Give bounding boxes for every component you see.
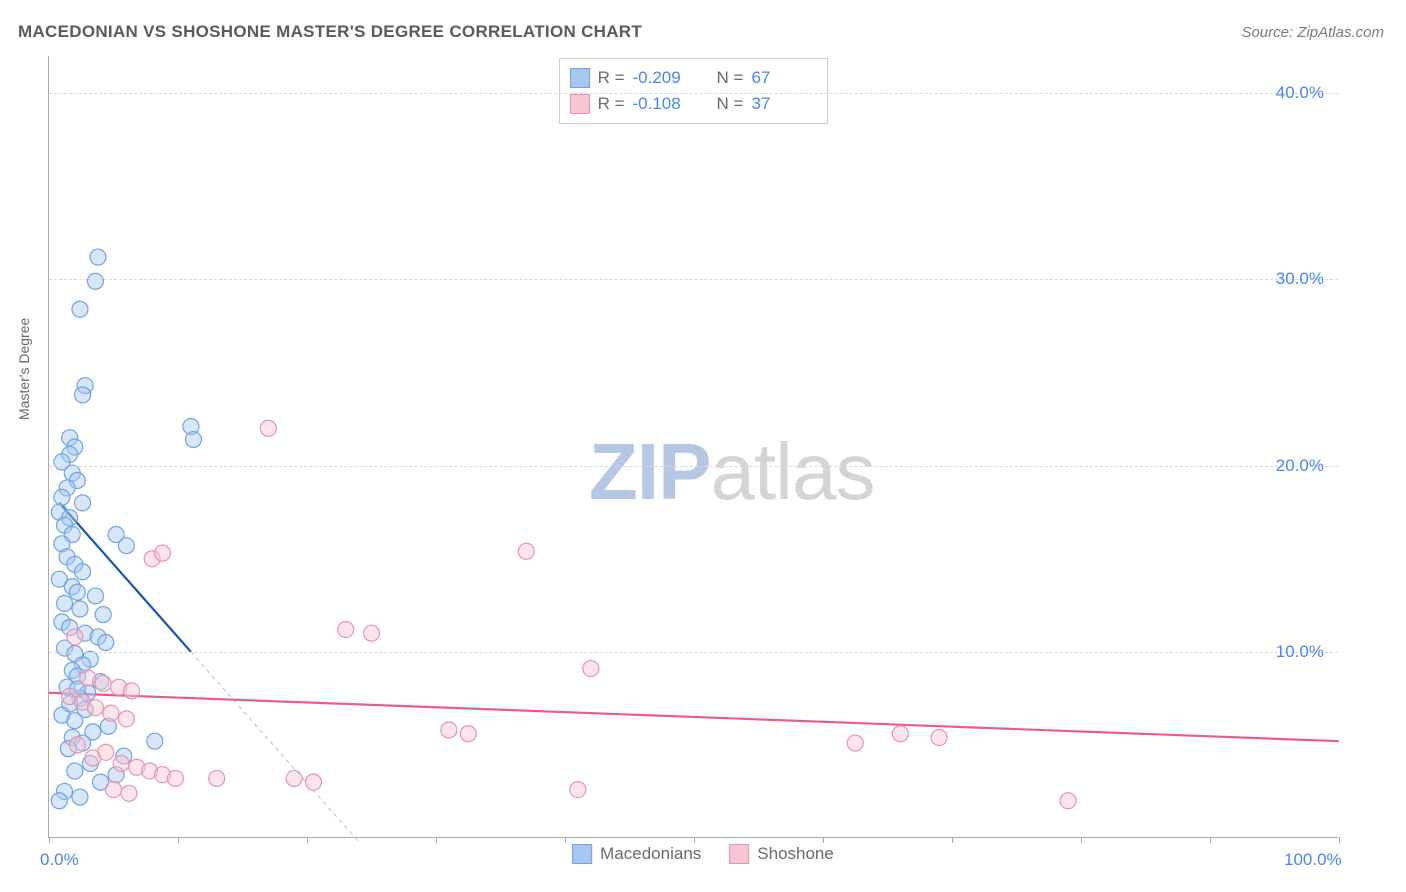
x-tick	[694, 837, 695, 843]
data-point	[69, 584, 85, 600]
data-point	[570, 782, 586, 798]
data-point	[441, 722, 457, 738]
data-point	[56, 595, 72, 611]
data-point	[147, 733, 163, 749]
data-point	[87, 700, 103, 716]
data-point	[72, 601, 88, 617]
gridline-h	[49, 652, 1338, 653]
data-point	[847, 735, 863, 751]
x-tick	[436, 837, 437, 843]
data-point	[260, 420, 276, 436]
y-tick-label: 10.0%	[1276, 642, 1324, 662]
n-value-1: 37	[751, 91, 809, 117]
gridline-h	[49, 279, 1338, 280]
data-point	[118, 711, 134, 727]
bottom-legend: Macedonians Shoshone	[572, 844, 834, 864]
data-point	[121, 785, 137, 801]
data-point	[1060, 793, 1076, 809]
data-point	[75, 564, 91, 580]
data-point	[103, 705, 119, 721]
legend-label-0: Macedonians	[600, 844, 701, 864]
data-point	[518, 543, 534, 559]
data-point	[87, 273, 103, 289]
data-point	[67, 713, 83, 729]
chart-source: Source: ZipAtlas.com	[1241, 24, 1384, 41]
x-tick-label: 0.0%	[40, 850, 79, 870]
data-point	[72, 301, 88, 317]
plot-area: ZIPatlas R = -0.209 N = 67 R = -0.108 N …	[48, 56, 1338, 838]
y-tick-label: 30.0%	[1276, 269, 1324, 289]
r-label-0: R =	[598, 65, 625, 91]
data-point	[338, 621, 354, 637]
data-point	[155, 545, 171, 561]
data-point	[67, 629, 83, 645]
data-point	[305, 774, 321, 790]
data-point	[124, 683, 140, 699]
stats-swatch-1	[570, 94, 590, 114]
y-axis-label: Master's Degree	[16, 318, 32, 420]
data-point	[75, 495, 91, 511]
y-tick-label: 40.0%	[1276, 83, 1324, 103]
data-point	[460, 726, 476, 742]
r-value-1: -0.108	[633, 91, 691, 117]
n-label-0: N =	[717, 65, 744, 91]
data-point	[583, 661, 599, 677]
legend-swatch-1	[729, 844, 749, 864]
x-tick	[1210, 837, 1211, 843]
data-point	[113, 756, 129, 772]
data-point	[87, 588, 103, 604]
data-point	[72, 789, 88, 805]
data-point	[90, 249, 106, 265]
data-point	[118, 538, 134, 554]
r-value-0: -0.209	[633, 65, 691, 91]
x-tick	[823, 837, 824, 843]
data-point	[892, 726, 908, 742]
data-point	[95, 607, 111, 623]
stats-row-1: R = -0.108 N = 37	[570, 91, 810, 117]
data-point	[98, 744, 114, 760]
data-point	[80, 670, 96, 686]
x-tick-label: 100.0%	[1284, 850, 1342, 870]
trend-line	[49, 693, 1339, 741]
data-point	[95, 675, 111, 691]
n-value-0: 67	[751, 65, 809, 91]
data-point	[209, 770, 225, 786]
chart-svg	[49, 56, 1338, 837]
data-point	[98, 635, 114, 651]
data-point	[286, 770, 302, 786]
x-tick	[1339, 837, 1340, 843]
data-point	[931, 729, 947, 745]
data-point	[69, 737, 85, 753]
chart-title: MACEDONIAN VS SHOSHONE MASTER'S DEGREE C…	[18, 22, 642, 42]
x-tick	[565, 837, 566, 843]
data-point	[51, 793, 67, 809]
legend-item-0: Macedonians	[572, 844, 701, 864]
data-point	[75, 387, 91, 403]
data-point	[54, 489, 70, 505]
x-tick	[307, 837, 308, 843]
x-tick	[952, 837, 953, 843]
stats-box: R = -0.209 N = 67 R = -0.108 N = 37	[559, 58, 829, 124]
y-tick-label: 20.0%	[1276, 456, 1324, 476]
x-tick	[178, 837, 179, 843]
stats-row-0: R = -0.209 N = 67	[570, 65, 810, 91]
x-tick	[49, 837, 50, 843]
gridline-h	[49, 466, 1338, 467]
x-tick	[1081, 837, 1082, 843]
data-point	[67, 763, 83, 779]
r-label-1: R =	[598, 91, 625, 117]
data-point	[106, 782, 122, 798]
n-label-1: N =	[717, 91, 744, 117]
data-point	[364, 625, 380, 641]
legend-swatch-0	[572, 844, 592, 864]
stats-swatch-0	[570, 68, 590, 88]
data-point	[167, 770, 183, 786]
gridline-h	[49, 93, 1338, 94]
trend-line-ext	[191, 652, 359, 842]
data-point	[185, 432, 201, 448]
legend-label-1: Shoshone	[757, 844, 834, 864]
legend-item-1: Shoshone	[729, 844, 834, 864]
